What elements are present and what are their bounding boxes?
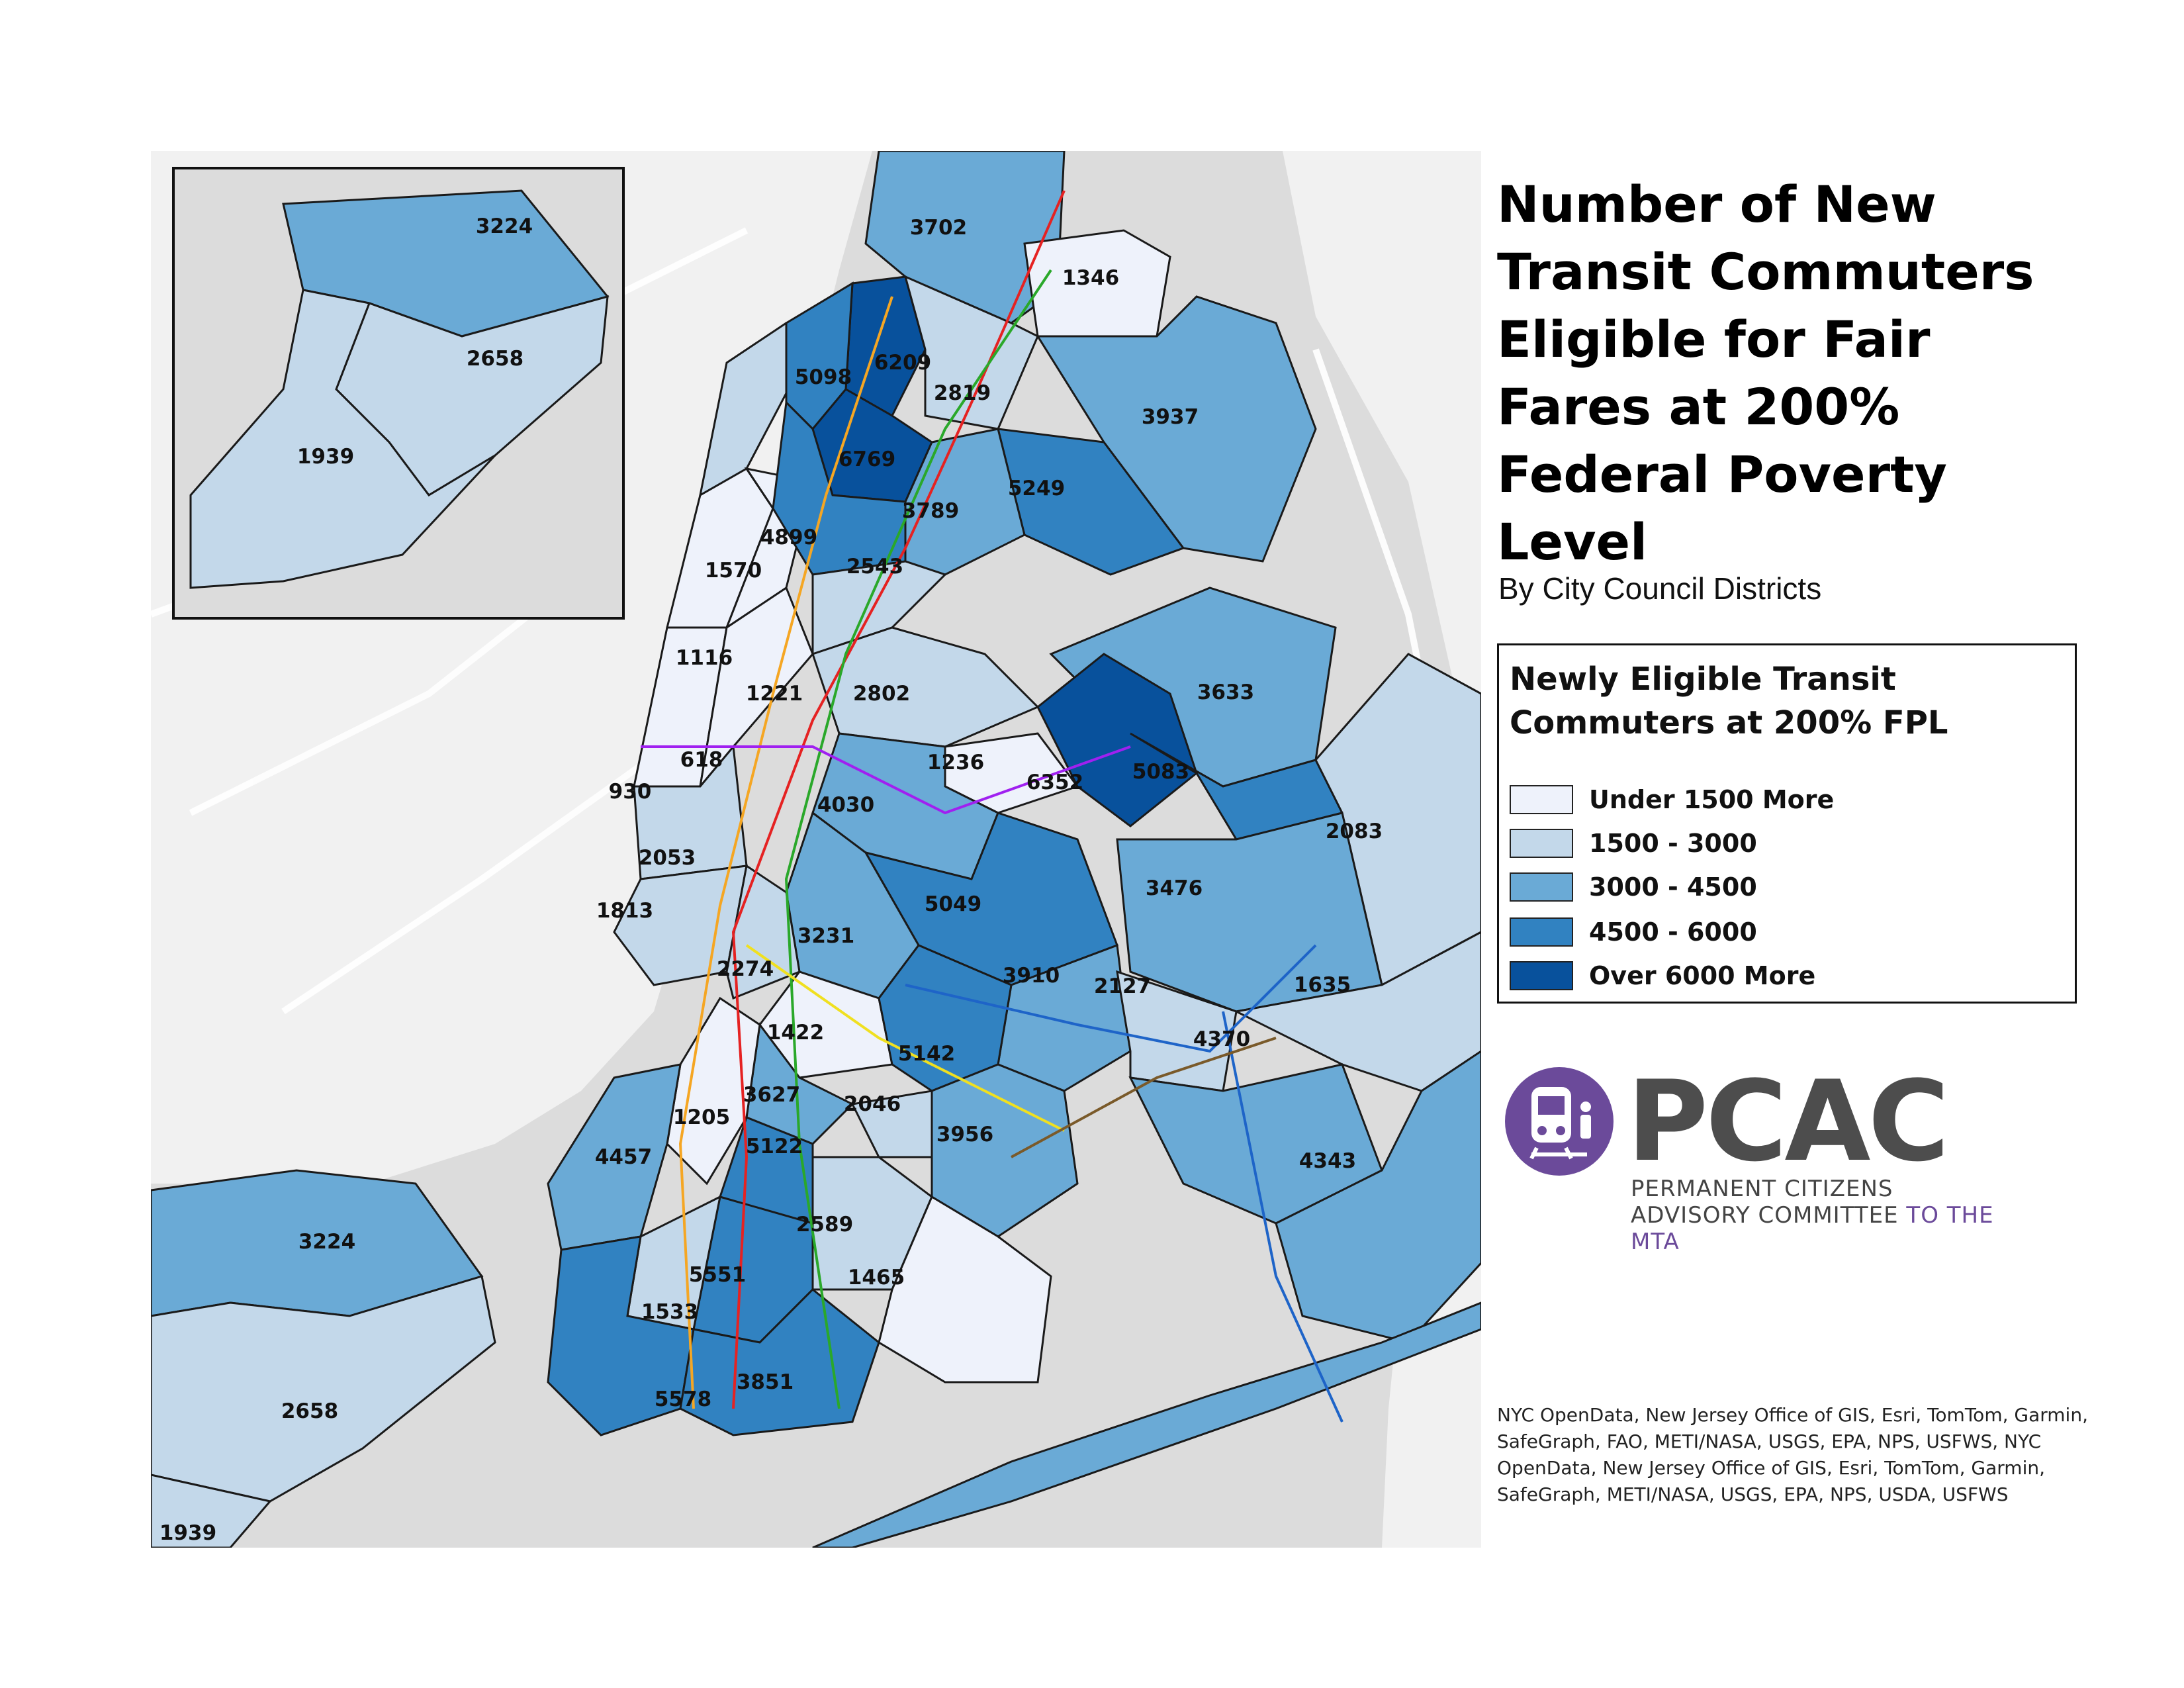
label-district: 1635 [1294,973,1351,997]
label-district: 5578 [655,1387,711,1411]
subway-lines [641,190,1343,1423]
legend-title: Newly Eligible Transit Commuters at 200%… [1510,661,1948,741]
label-district: 1813 [596,899,653,923]
label-district: 1465 [848,1266,905,1289]
label-district: 3627 [743,1083,800,1107]
logo-subtitle-part: ADVISORY COMMITTEE [1631,1202,1899,1229]
label-district: 2802 [853,682,910,706]
legend-swatch [1510,961,1573,990]
label-district: 2127 [1094,974,1151,998]
label-district: 4899 [760,526,817,549]
district-labels: 3702 1346 6209 5098 2819 3937 6769 5249 … [159,214,1383,1545]
legend-label: 3000 - 4500 [1589,872,1757,902]
label-district: 6209 [874,351,931,375]
legend-label: 4500 - 6000 [1589,917,1757,947]
source-credits: NYC OpenData, New Jersey Office of GIS, … [1497,1404,2088,1505]
map-svg: 3702 1346 6209 5098 2819 3937 6769 5249 … [151,151,1481,1548]
label-district: 3633 [1197,680,1254,704]
logo-subtitle-accent: TO THE MTA [1631,1202,1994,1255]
label-district: 1346 [1062,266,1119,290]
label-district: 5249 [1008,477,1065,500]
district-2543[interactable] [811,560,947,656]
label-district: 3910 [1003,964,1060,988]
label-district: 5142 [898,1042,955,1066]
label-district: 5122 [746,1135,803,1158]
label-district: 2819 [934,381,991,405]
district-4343[interactable] [1275,1050,1481,1344]
legend-item: 1500 - 3000 [1510,827,1757,860]
district-3851[interactable] [679,1288,880,1436]
label-district: 1221 [746,682,803,706]
legend-swatch [1510,785,1573,814]
label-district: 1570 [705,559,762,583]
map-subtitle: By City Council Districts [1498,571,1822,606]
label-district: 2083 [1326,820,1383,843]
district-1939[interactable] [151,1474,272,1548]
label-district: 3224 [298,1230,355,1254]
label-district: 2053 [639,846,696,870]
label-district: 2046 [844,1092,901,1116]
legend-swatch [1510,829,1573,858]
district-2053[interactable] [633,744,748,880]
label-district: 618 [680,748,723,772]
legend-swatch [1510,872,1573,902]
label-district: 3476 [1146,876,1203,900]
logo-subtitle: PERMANENT CITIZENS [1631,1176,1893,1202]
label-district: 3231 [797,924,854,948]
legend-item: Under 1500 More [1510,783,1834,816]
label-district: 2589 [796,1213,853,1237]
pcac-logo: PCAC PERMANENT CITIZENS ADVISORY COMMITT… [1505,1056,2008,1255]
label-district: 2274 [717,957,774,981]
legend: Newly Eligible Transit Commuters at 200%… [1497,643,2077,1004]
label-district: 3789 [902,499,959,523]
label-district: 5083 [1132,760,1189,784]
legend-label: Under 1500 More [1589,785,1835,814]
district-4899[interactable] [772,400,907,576]
logo-wordmark: PCAC [1627,1056,1950,1186]
label-district: 5551 [689,1263,746,1287]
label-district: 4370 [1193,1027,1250,1051]
district-618[interactable] [698,586,814,790]
legend-label: Over 6000 More [1589,961,1816,990]
label-district: 2658 [281,1399,338,1423]
label-district: 3851 [737,1370,794,1394]
label-district: 3956 [936,1123,993,1147]
logo-subtitle: ADVISORY COMMITTEE TO THE MTA [1631,1202,2008,1255]
label-inset-district: 1939 [297,445,354,469]
rockaway-strip [812,1301,1481,1548]
district-1465[interactable] [878,1195,1052,1383]
label-district: 5049 [925,892,981,916]
label-district: 1116 [676,646,733,670]
label-district: 1236 [927,751,984,774]
label-district: 930 [609,780,652,804]
district-1346[interactable] [1023,229,1171,338]
map-title: Number of New Transit Commuters Eligible… [1497,175,2034,571]
legend-label: 1500 - 3000 [1589,829,1757,858]
label-district: 5098 [795,365,852,389]
staten-island-inset[interactable] [172,167,625,620]
label-district: 6769 [839,447,895,471]
label-inset-district: 2658 [467,347,523,371]
legend-item: Over 6000 More [1510,959,1815,992]
label-district: 6352 [1026,771,1083,794]
label-district: 1422 [767,1021,824,1045]
train-icon [1505,1067,1614,1176]
legend-item: 3000 - 4500 [1510,870,1757,904]
label-district: 3937 [1142,405,1199,429]
label-district: 1533 [641,1300,698,1324]
label-district: 1939 [159,1521,216,1545]
choropleth-map[interactable]: 3702 1346 6209 5098 2819 3937 6769 5249 … [151,151,1481,1548]
label-district: 4343 [1299,1149,1356,1173]
legend-item: 4500 - 6000 [1510,915,1757,949]
label-inset-district: 3224 [476,214,533,238]
district-1570[interactable] [698,322,814,497]
label-district: 3702 [910,216,967,240]
label-district: 4457 [595,1145,652,1169]
inset-district-1939[interactable] [189,289,496,589]
label-district: 1205 [673,1105,730,1129]
label-district: 4030 [817,793,874,817]
legend-swatch [1510,917,1573,947]
label-district: 2543 [846,555,903,579]
